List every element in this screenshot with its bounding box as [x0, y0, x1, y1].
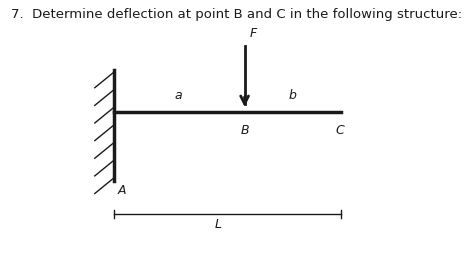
Text: b: b [288, 89, 296, 102]
Text: C: C [335, 124, 344, 137]
Text: F: F [249, 27, 257, 40]
Text: A: A [118, 184, 126, 197]
Text: a: a [174, 89, 182, 102]
Text: L: L [215, 218, 221, 231]
Text: B: B [240, 124, 249, 137]
Text: 7.  Determine deflection at point B and C in the following structure:: 7. Determine deflection at point B and C… [11, 8, 463, 21]
